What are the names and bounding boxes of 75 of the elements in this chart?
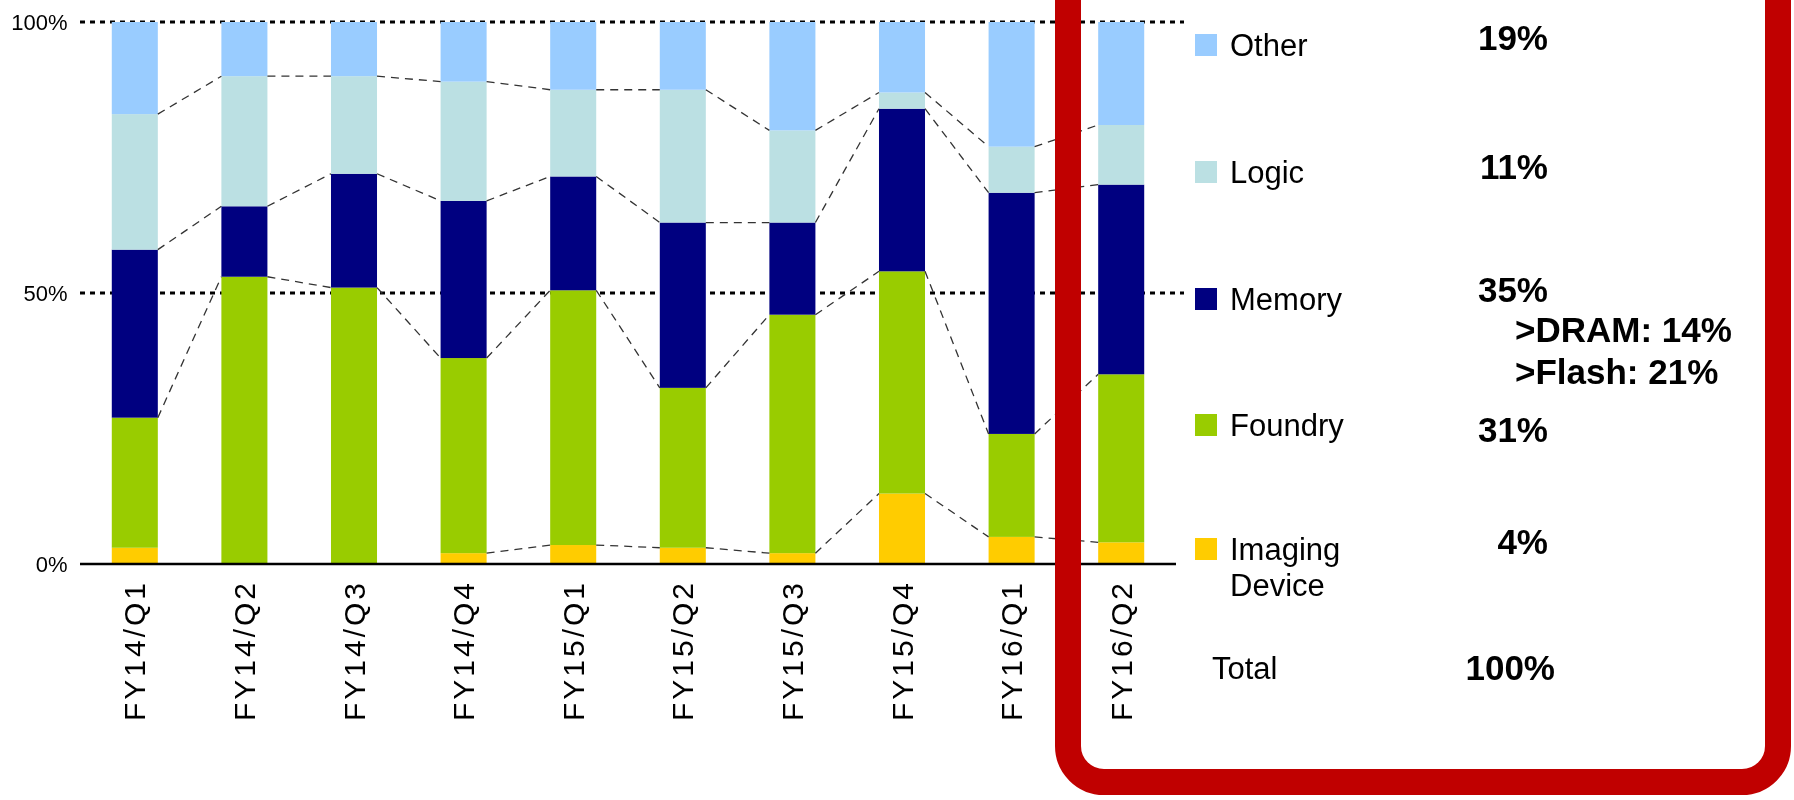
x-tick-label: FY15/Q1: [556, 580, 590, 722]
x-tick-label: FY14/Q2: [227, 580, 261, 722]
bar: [659, 547, 706, 564]
y-tick-label: 0%: [35, 551, 68, 577]
bar: [550, 545, 597, 564]
bar: [988, 536, 1035, 564]
bar: [330, 76, 378, 174]
bar: [988, 192, 1035, 434]
bar: [111, 417, 158, 548]
bar: [330, 287, 378, 564]
bar: [221, 76, 268, 207]
text: 35%: [1477, 270, 1548, 310]
bar: [550, 290, 597, 546]
x-tick-label: FY15/Q3: [775, 580, 809, 722]
bar: [330, 22, 378, 77]
text: 100%: [1465, 648, 1555, 688]
bar: [878, 271, 926, 494]
bar: [659, 222, 706, 388]
bar: [440, 358, 487, 554]
bar: [440, 81, 487, 201]
bar: [221, 276, 268, 564]
bar: [659, 89, 706, 223]
x-tick-label: FY15/Q4: [885, 580, 919, 722]
bar: [659, 387, 706, 548]
legend-label: Imaging Device: [1230, 531, 1341, 603]
x-tick-label: FY14/Q3: [337, 580, 371, 722]
bar: [769, 130, 816, 223]
bar: [988, 22, 1035, 147]
bar: [1098, 542, 1145, 564]
bar: [221, 206, 268, 277]
y-tick-label: 50%: [23, 280, 68, 306]
legend-label: Other: [1230, 27, 1308, 63]
bar: [769, 22, 816, 131]
bar: [659, 22, 706, 90]
bar: [440, 200, 487, 359]
x-tick-label: FY14/Q1: [118, 580, 152, 722]
text: 19%: [1477, 18, 1548, 58]
text: >DRAM: 14%: [1515, 310, 1732, 350]
bar: [330, 173, 378, 288]
bar: [988, 146, 1035, 193]
bar: [440, 22, 487, 82]
bar: [769, 553, 816, 564]
bar: [1098, 124, 1145, 185]
text: 31%: [1477, 410, 1548, 450]
x-tick-label: FY16/Q1: [995, 580, 1029, 722]
x-tick-label: FY14/Q4: [447, 580, 481, 722]
bar: [878, 493, 926, 564]
bar: [878, 108, 926, 272]
bar: [550, 22, 597, 90]
bar: [550, 176, 597, 291]
bar: [550, 89, 597, 177]
bar: [878, 22, 926, 93]
bar: [769, 222, 816, 315]
bar: [111, 22, 158, 115]
bar: [1098, 374, 1145, 543]
legend-label: Foundry: [1230, 407, 1345, 443]
bar: [221, 22, 268, 77]
x-tick-label: FY15/Q2: [666, 580, 700, 722]
bar: [440, 553, 487, 564]
bar: [111, 114, 158, 250]
bar: [111, 249, 158, 418]
text: 11%: [1479, 147, 1548, 187]
bar: [111, 547, 158, 564]
bar: [1098, 22, 1145, 125]
x-tick-label: FY16/Q2: [1104, 580, 1138, 722]
legend-label: Logic: [1230, 154, 1305, 190]
text: Total: [1212, 650, 1278, 686]
bar: [878, 92, 926, 109]
y-tick-label: 100%: [11, 9, 68, 35]
text: 4%: [1497, 522, 1548, 562]
legend-label: Memory: [1230, 281, 1343, 317]
bar: [769, 314, 816, 554]
text: >Flash: 21%: [1515, 352, 1719, 392]
bar: [988, 433, 1035, 537]
bar: [1098, 184, 1145, 375]
